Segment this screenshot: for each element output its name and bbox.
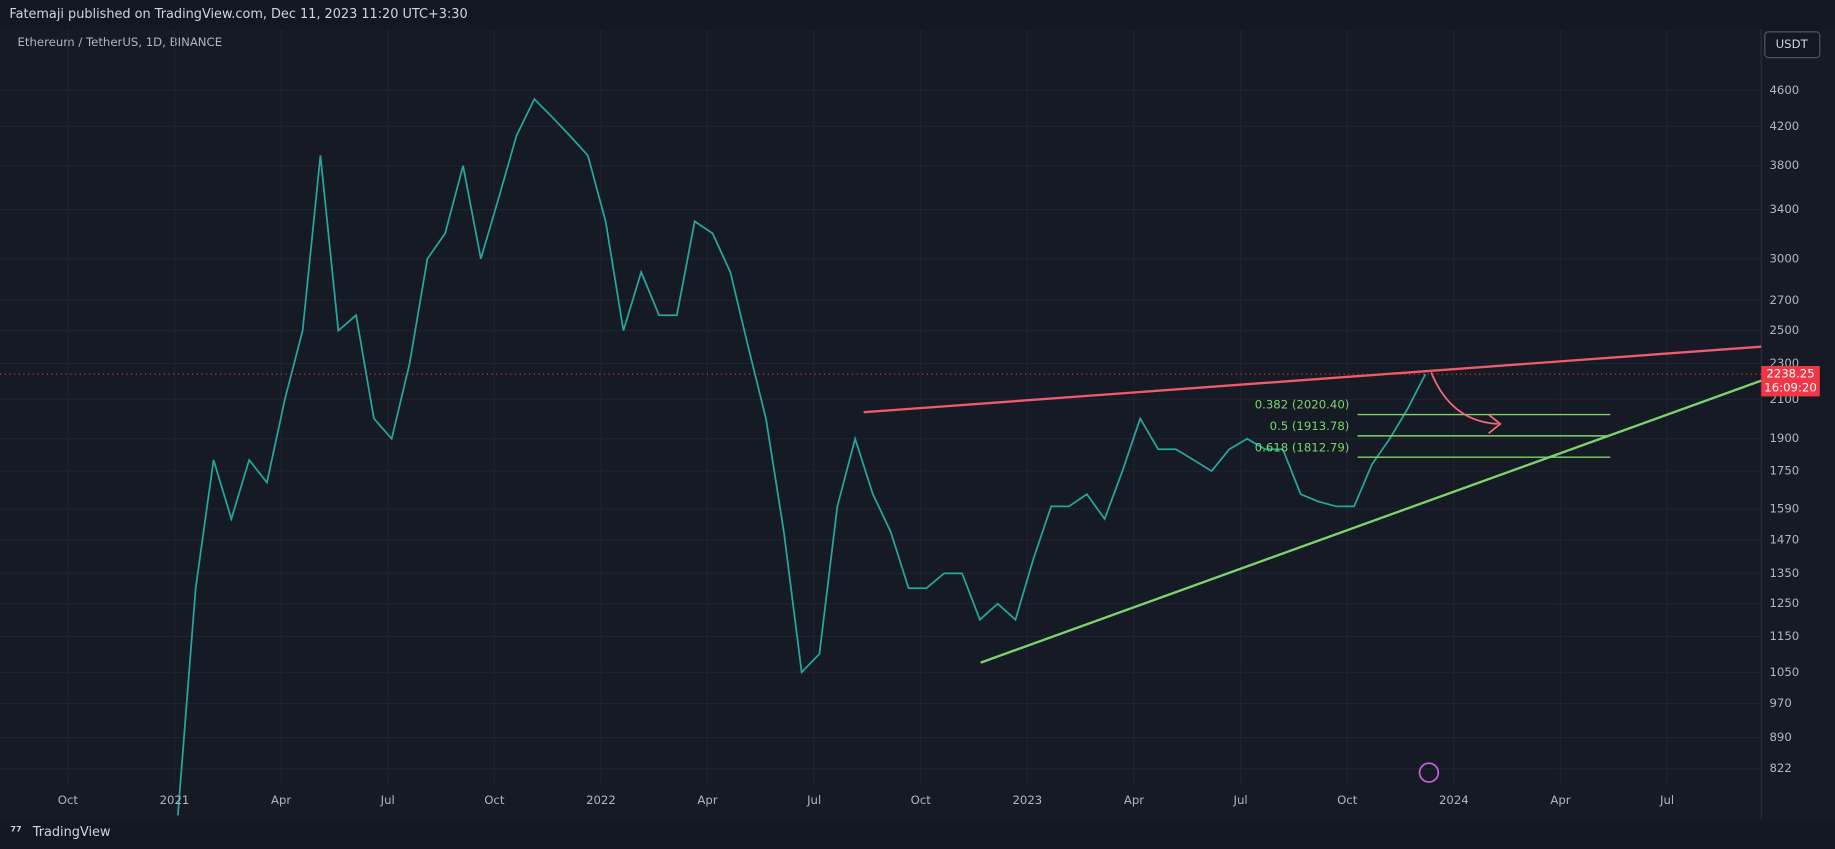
x-tick-label: Apr [1124,793,1144,807]
symbol-title: Ethereum / TetherUS, 1D, BINANCE [18,35,223,49]
y-tick-label: 2700 [1769,293,1799,307]
x-tick-label: Oct [1337,793,1358,807]
support-line [980,379,1762,664]
x-tick-label: 2023 [1013,793,1043,807]
x-tick-label: Apr [697,793,717,807]
last-price-box [1761,366,1820,397]
projection-arrow [1430,372,1499,425]
x-tick-label: 2022 [586,793,616,807]
last-price-label: 2238.25 [1766,367,1814,381]
y-tick-label: 3800 [1769,158,1799,172]
x-tick-label: Oct [58,793,79,807]
price-line [177,97,1427,816]
y-tick-label: 1750 [1769,464,1799,478]
y-tick-label: 1590 [1769,501,1799,515]
footer-brand: TradingView [32,825,111,840]
resistance-line [863,345,1762,414]
countdown-label: 16:09:20 [1764,381,1817,395]
y-tick-label: 1050 [1769,665,1799,679]
x-tick-label: Oct [911,793,932,807]
bottom-bar [0,819,1835,849]
logo: ⁷⁷ [11,825,22,840]
currency-button[interactable] [1764,31,1821,59]
currency-label: USDT [1776,37,1809,51]
x-tick-label: 2024 [1439,793,1469,807]
x-tick-label: Jul [1659,793,1674,807]
y-tick-label: 4200 [1769,119,1799,133]
x-tick-label: Jul [1233,793,1248,807]
y-tick-label: 3000 [1769,251,1799,265]
x-tick-label: Apr [1550,793,1570,807]
flash-icon[interactable] [1418,762,1440,783]
fib-label: 0.5 (1913.78) [1270,419,1350,433]
grid [0,29,1762,785]
x-tick-label: Apr [271,793,291,807]
x-tick-label: Jul [380,793,395,807]
y-tick-label: 970 [1769,696,1791,710]
x-tick-label: Oct [484,793,505,807]
y-tick-label: 3400 [1769,202,1799,216]
y-tick-label: 822 [1769,761,1791,775]
x-tick-label: 2021 [160,793,190,807]
fib-label: 0.618 (1812.79) [1255,440,1350,454]
y-tick-label: 1150 [1769,629,1799,643]
arrow-head [1488,413,1502,434]
y-tick-label: 1350 [1769,566,1799,580]
y-tick-label: 2500 [1769,323,1799,337]
y-tick-label: 890 [1769,730,1791,744]
y-tick-label: 1250 [1769,596,1799,610]
top-bar [0,0,1835,30]
y-tick-label: 1470 [1769,532,1799,546]
x-tick-label: Jul [806,793,821,807]
y-tick-label: 4600 [1769,83,1799,97]
plot [177,97,1611,816]
y-tick-label: 1900 [1769,431,1799,445]
fib-label: 0.382 (2020.40) [1255,398,1350,412]
header-text: Fatemaji published on TradingView.com, D… [9,7,467,22]
